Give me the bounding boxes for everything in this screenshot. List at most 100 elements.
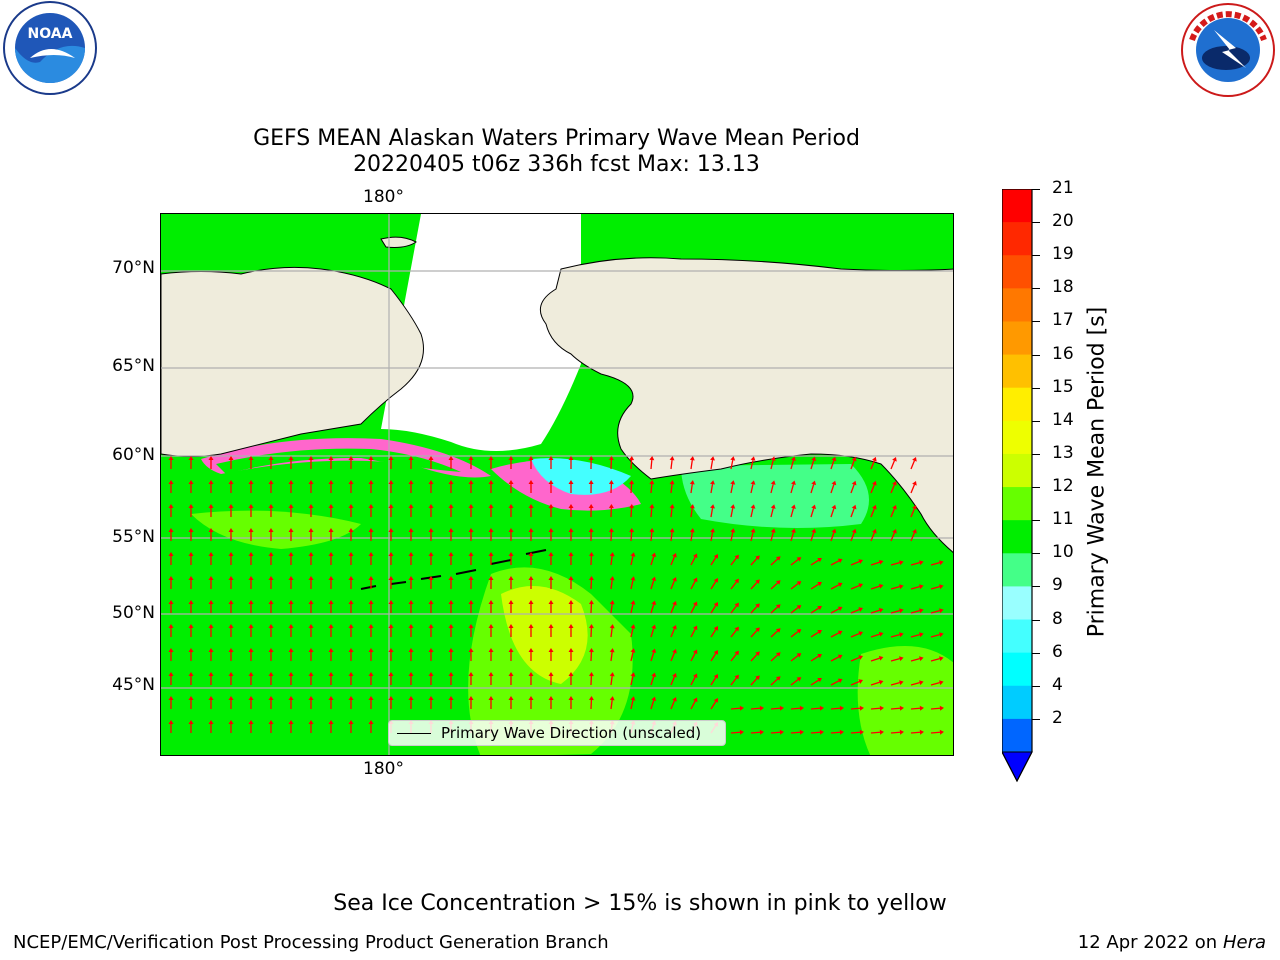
wave-direction-arrow xyxy=(810,654,822,662)
wave-direction-arrow xyxy=(248,624,254,637)
colorbar-tick-mark xyxy=(1032,619,1040,621)
wave-direction-arrow xyxy=(448,576,454,589)
wave-direction-arrow xyxy=(288,672,294,685)
colorbar-tick-mark xyxy=(1032,288,1040,290)
wave-direction-arrow xyxy=(348,552,354,565)
wave-direction-arrow xyxy=(730,674,739,686)
graticule xyxy=(161,214,953,755)
colorbar-swatch xyxy=(1002,520,1032,554)
wave-direction-arrow xyxy=(810,528,817,542)
colorbar-tick-mark xyxy=(1032,387,1040,389)
wave-direction-arrow xyxy=(629,456,635,470)
wave-direction-arrow xyxy=(288,720,294,733)
wave-direction-arrow xyxy=(568,528,574,541)
wave-direction-arrow xyxy=(850,480,857,494)
wave-direction-arrow xyxy=(488,672,494,685)
colorbar-tick-mark xyxy=(1032,420,1040,422)
wave-direction-arrow xyxy=(268,648,274,661)
wave-direction-arrow xyxy=(730,578,739,590)
wave-direction-arrow xyxy=(770,652,781,662)
wave-direction-arrow xyxy=(730,554,739,566)
wave-direction-arrow xyxy=(408,648,414,661)
wave-direction-arrow xyxy=(670,552,677,566)
wave-direction-arrow xyxy=(388,456,394,469)
wave-direction-arrow xyxy=(890,705,904,711)
wave-direction-arrow xyxy=(288,624,294,637)
wave-direction-arrow xyxy=(608,504,614,518)
wave-direction-arrow xyxy=(468,696,474,709)
wave-direction-arrow xyxy=(488,696,494,709)
wave-direction-arrow xyxy=(609,552,615,566)
ice-covered-sea xyxy=(381,214,581,452)
wave-direction-arrow xyxy=(568,456,574,469)
wave-direction-arrow xyxy=(548,672,554,685)
wave-direction-arrow xyxy=(548,624,554,637)
wave-direction-arrow xyxy=(528,624,534,637)
wave-direction-arrow xyxy=(428,696,434,709)
wave-direction-arrow xyxy=(368,480,374,493)
wave-direction-arrow xyxy=(508,552,514,565)
wave-direction-arrow xyxy=(930,608,944,614)
wave-direction-arrow xyxy=(730,504,736,518)
footer-date: 12 Apr 2022 on xyxy=(1077,932,1223,953)
land-chukotka xyxy=(161,266,424,457)
wave-direction-arrow xyxy=(870,528,877,542)
wave-direction-arrow xyxy=(810,582,822,590)
wave-direction-arrow xyxy=(408,696,414,709)
wave-direction-arrow xyxy=(630,696,636,710)
colorbar-extend-arrow xyxy=(1001,751,1033,783)
wave-direction-arrow xyxy=(588,576,594,590)
wave-direction-arrow xyxy=(508,600,514,613)
wave-direction-arrow xyxy=(488,528,494,541)
wave-direction-arrow xyxy=(468,480,474,493)
wave-direction-arrow xyxy=(850,456,857,470)
nws-logo xyxy=(1176,0,1280,100)
wave-direction-arrow xyxy=(710,480,715,494)
wave-direction-arrow xyxy=(468,504,474,517)
wave-direction-arrow xyxy=(368,552,374,565)
wave-direction-arrow xyxy=(168,648,174,661)
wave-direction-arrow xyxy=(368,456,374,469)
colorbar-tick-label: 19 xyxy=(1052,244,1074,265)
wave-direction-arrow xyxy=(508,480,514,493)
wave-direction-arrow xyxy=(208,576,214,589)
footer-left: NCEP/EMC/Verification Post Processing Pr… xyxy=(13,932,609,953)
colorbar-tick-label: 13 xyxy=(1052,442,1074,463)
wave-direction-arrow xyxy=(650,672,657,686)
wave-direction-arrow xyxy=(850,583,864,590)
wave-direction-arrow xyxy=(710,554,718,566)
wave-direction-arrow xyxy=(730,480,736,494)
wave-direction-arrow xyxy=(528,648,534,661)
wave-direction-arrow xyxy=(448,696,454,709)
wave-direction-arrow xyxy=(770,504,776,518)
wave-direction-arrow xyxy=(248,696,254,709)
wave-direction-arrow xyxy=(168,480,174,493)
wave-direction-arrow xyxy=(649,456,655,470)
wave-direction-arrow xyxy=(568,648,574,661)
lat-label-65n: 65°N xyxy=(112,356,155,376)
colorbar-tick-mark xyxy=(1032,487,1040,489)
wave-direction-arrow xyxy=(730,602,739,614)
wave-direction-arrow xyxy=(710,698,718,710)
wave-direction-arrow xyxy=(488,648,494,661)
wave-direction-arrow xyxy=(890,680,904,686)
wave-direction-arrow xyxy=(348,720,354,733)
wave-direction-arrow xyxy=(348,648,354,661)
wave-direction-arrow xyxy=(870,583,884,590)
wave-direction-arrow xyxy=(568,600,574,613)
wave-direction-arrow xyxy=(568,576,574,589)
wave-direction-arrow xyxy=(168,672,174,685)
wave-direction-arrow xyxy=(428,528,434,541)
wave-direction-arrow xyxy=(328,720,334,733)
wave-direction-arrow xyxy=(168,696,174,709)
wave-direction-arrow xyxy=(588,480,594,494)
legend-label: Primary Wave Direction (unscaled) xyxy=(441,724,702,742)
wave-direction-arrow xyxy=(790,480,796,494)
lon-label-bottom: 180° xyxy=(363,759,404,779)
wave-direction-arrow xyxy=(528,528,534,541)
wave-direction-arrow xyxy=(930,656,944,662)
wave-direction-arrow xyxy=(168,576,174,589)
wave-direction-arrow xyxy=(468,576,474,589)
wave-direction-arrow xyxy=(308,576,314,589)
colorbar-label: Primary Wave Mean Period [s] xyxy=(1084,306,1110,638)
